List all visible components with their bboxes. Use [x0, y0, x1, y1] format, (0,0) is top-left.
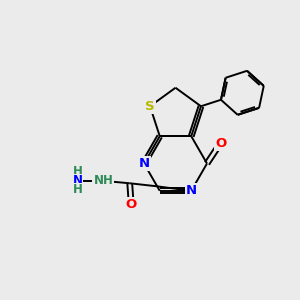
Text: N: N — [73, 174, 83, 188]
Text: NH: NH — [93, 174, 113, 188]
Text: O: O — [126, 198, 137, 212]
Text: N: N — [186, 184, 197, 197]
Text: H: H — [73, 183, 83, 196]
Text: S: S — [145, 100, 155, 113]
Text: H: H — [73, 165, 83, 178]
Text: N: N — [138, 157, 150, 170]
Text: O: O — [215, 136, 226, 150]
